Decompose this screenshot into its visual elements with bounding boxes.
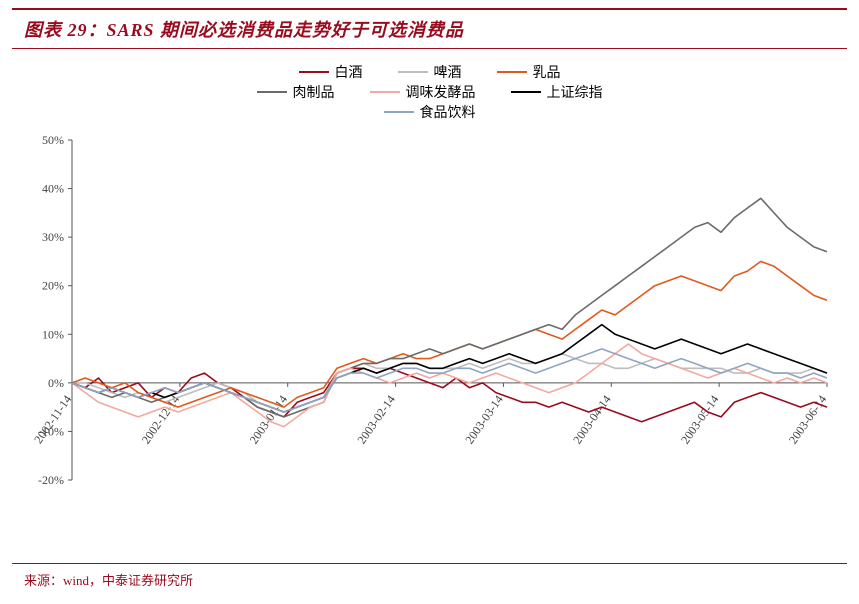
legend-row: 肉制品 调味发酵品 上证综指	[12, 82, 847, 102]
svg-text:0%: 0%	[48, 376, 64, 390]
legend-item-tiaoweifajiaopin: 调味发酵品	[370, 82, 476, 102]
legend-item-shangzhengzongzhi: 上证综指	[511, 82, 603, 102]
svg-text:2003-03-14: 2003-03-14	[462, 393, 506, 447]
chart-title-main: SARS 期间必选消费品走势好于可选消费品	[107, 20, 465, 40]
svg-text:10%: 10%	[42, 327, 64, 341]
legend: 白酒 啤酒 乳品肉制品 调味发酵品 上证综指食品饮料	[12, 54, 847, 122]
legend-swatch	[398, 71, 428, 73]
legend-swatch	[299, 71, 329, 73]
legend-item-baijiu: 白酒	[299, 62, 363, 82]
svg-text:20%: 20%	[42, 279, 64, 293]
legend-row: 食品饮料	[12, 102, 847, 122]
chart-title-bar: 图表 29：SARS 期间必选消费品走势好于可选消费品	[12, 8, 847, 49]
legend-swatch	[384, 111, 414, 113]
line-chart: -20%-10%0%10%20%30%40%50%2002-11-142002-…	[12, 122, 847, 552]
legend-label: 乳品	[533, 62, 561, 82]
svg-text:50%: 50%	[42, 133, 64, 147]
legend-item-rupin: 乳品	[497, 62, 561, 82]
legend-label: 白酒	[335, 62, 363, 82]
svg-text:30%: 30%	[42, 230, 64, 244]
svg-text:2003-05-14: 2003-05-14	[678, 393, 722, 447]
source-label: 来源：wind，中泰证券研究所	[24, 573, 193, 588]
legend-swatch	[511, 91, 541, 93]
chart-area: 白酒啤酒乳品肉制品调味发酵品上证综指食品饮料 -20%-10%0%10%20%3…	[12, 54, 847, 564]
legend-item-rouzhipin: 肉制品	[257, 82, 335, 102]
legend-label: 调味发酵品	[406, 82, 476, 102]
svg-text:2003-02-14: 2003-02-14	[354, 393, 398, 447]
legend-swatch	[370, 91, 400, 93]
svg-text:40%: 40%	[42, 182, 64, 196]
chart-title-prefix: 图表 29：	[24, 20, 107, 40]
chart-container: 图表 29：SARS 期间必选消费品走势好于可选消费品 白酒 啤酒 乳品肉制品 调味发…	[0, 8, 859, 604]
legend-item-shipinyinliao: 食品饮料	[384, 102, 476, 122]
legend-swatch	[257, 91, 287, 93]
svg-text:2003-04-14: 2003-04-14	[570, 393, 614, 447]
legend-label: 啤酒	[434, 62, 462, 82]
svg-text:2003-06-14: 2003-06-14	[786, 393, 830, 447]
legend-item-pijiu: 啤酒	[398, 62, 462, 82]
svg-text:-20%: -20%	[38, 473, 64, 487]
legend-label: 肉制品	[293, 82, 335, 102]
legend-label: 上证综指	[547, 82, 603, 102]
legend-label: 食品饮料	[420, 102, 476, 122]
legend-row: 白酒 啤酒 乳品	[12, 62, 847, 82]
legend-swatch	[497, 71, 527, 73]
source-bar: 来源：wind，中泰证券研究所	[12, 563, 847, 596]
